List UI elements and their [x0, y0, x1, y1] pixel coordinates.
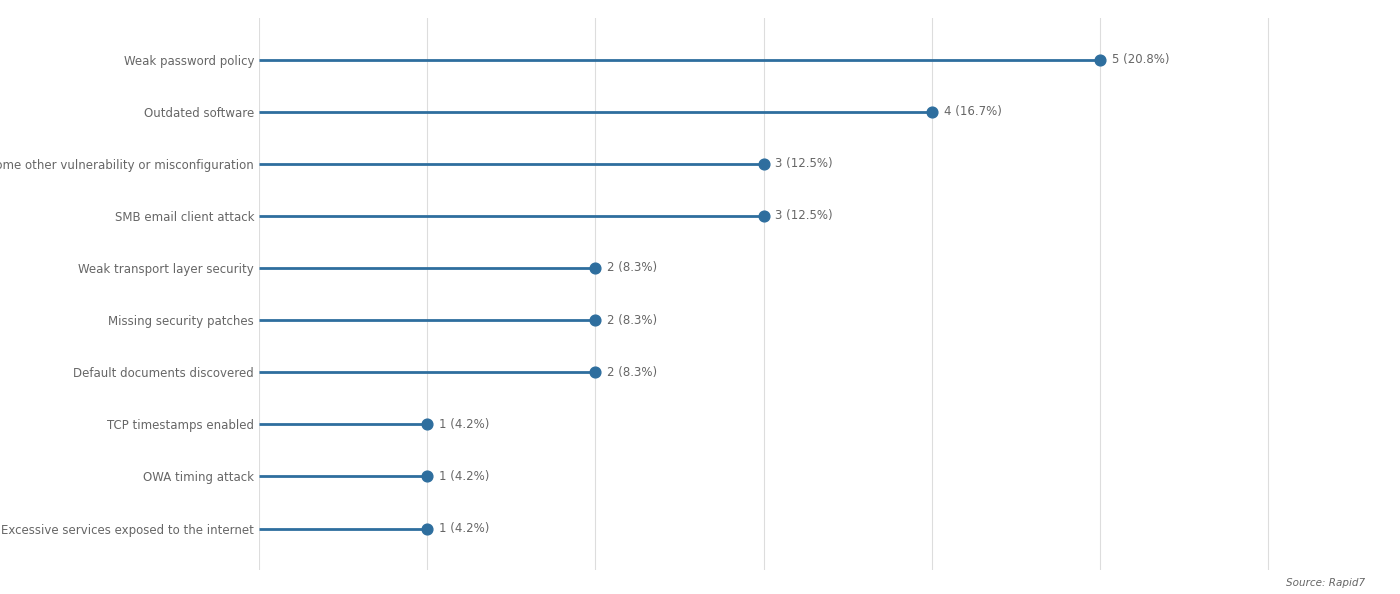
Text: 5 (20.8%): 5 (20.8%)	[1112, 53, 1169, 66]
Point	[416, 419, 438, 429]
Text: 1 (4.2%): 1 (4.2%)	[440, 418, 490, 431]
Point	[416, 524, 438, 533]
Point	[752, 211, 774, 220]
Text: 1 (4.2%): 1 (4.2%)	[440, 470, 490, 483]
Text: Source: Rapid7: Source: Rapid7	[1285, 578, 1365, 588]
Text: 2 (8.3%): 2 (8.3%)	[608, 314, 658, 327]
Point	[584, 368, 606, 377]
Point	[416, 472, 438, 481]
Text: 2 (8.3%): 2 (8.3%)	[608, 261, 658, 274]
Text: 1 (4.2%): 1 (4.2%)	[440, 522, 490, 535]
Point	[752, 159, 774, 169]
Point	[584, 263, 606, 273]
Text: 4 (16.7%): 4 (16.7%)	[944, 105, 1001, 118]
Text: 3 (12.5%): 3 (12.5%)	[776, 209, 833, 222]
Point	[584, 315, 606, 325]
Point	[1089, 55, 1112, 64]
Text: 2 (8.3%): 2 (8.3%)	[608, 366, 658, 379]
Text: 3 (12.5%): 3 (12.5%)	[776, 157, 833, 170]
Point	[921, 107, 944, 116]
